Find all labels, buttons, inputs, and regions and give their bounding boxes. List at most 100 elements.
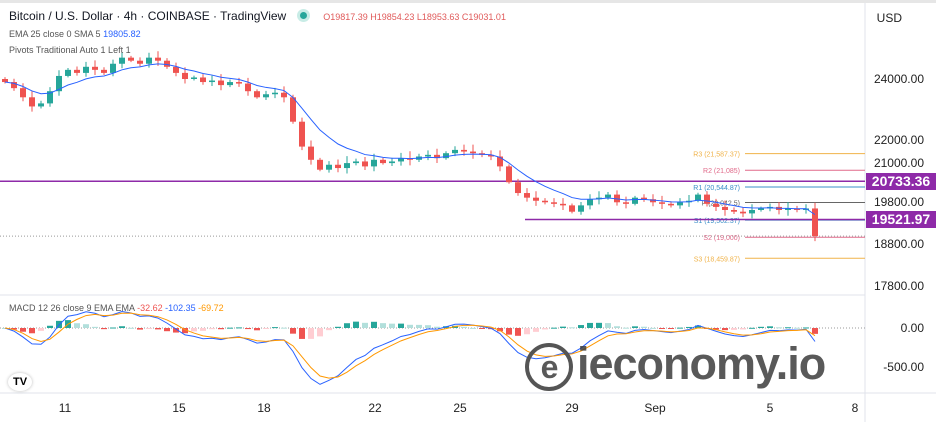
macd-histogram-bar (155, 328, 161, 330)
watermark-text: ieconomy.io (577, 338, 826, 389)
macd-histogram-bar (83, 324, 89, 328)
macd-histogram-bar (470, 327, 476, 329)
macd-histogram-bar (209, 328, 215, 330)
price-tick: 21000.00 (873, 156, 924, 170)
time-tick: 15 (172, 401, 186, 415)
candle-body (425, 154, 431, 157)
ema-legend[interactable]: EMA 25 close 0 SMA 5 19805.82 (9, 29, 141, 39)
macd-histogram-bar (740, 328, 746, 330)
candle-body (533, 197, 539, 201)
macd-histogram-bar (272, 327, 278, 329)
macd-line-value: -102.35 (165, 303, 196, 313)
macd-histogram-bar (560, 326, 566, 328)
candle-body (326, 164, 332, 170)
candle-body (308, 146, 314, 160)
candle-body (209, 80, 215, 83)
currency-label[interactable]: USD (876, 11, 902, 25)
time-tick: 22 (368, 401, 382, 415)
macd-histogram-bar (182, 328, 188, 334)
candle-body (695, 194, 701, 201)
candle-body (551, 202, 557, 204)
macd-histogram-bar (191, 328, 197, 332)
chart-header: Bitcoin / U.S. Dollar · 4h · COINBASE · … (9, 9, 506, 23)
pivot-label-R2: R2 (21,085) (703, 168, 740, 175)
candle-body (677, 202, 683, 206)
candle-body (812, 208, 818, 237)
candle-body (191, 77, 197, 79)
macd-histogram-bar (74, 323, 80, 328)
ema-value: 19805.82 (103, 29, 141, 39)
macd-histogram-bar (425, 325, 431, 328)
macd-label: MACD 12 26 close 9 EMA EMA (9, 303, 135, 313)
macd-histogram-bar (110, 327, 116, 329)
macd-histogram-bar (713, 328, 719, 330)
time-tick: 25 (453, 401, 467, 415)
candle-body (641, 197, 647, 200)
time-tick: 29 (565, 401, 579, 415)
macd-histogram-bar (569, 327, 575, 329)
macd-histogram-bar (398, 323, 404, 328)
macd-histogram-bar (128, 327, 134, 329)
macd-histogram-bar (668, 328, 674, 329)
macd-histogram-bar (290, 328, 296, 334)
price-tick: 22000.00 (873, 133, 924, 147)
time-tick: Sep (644, 401, 666, 415)
macd-histogram-bar (686, 326, 692, 328)
macd-histogram-bar (263, 328, 269, 329)
pivot-label-S3: S3 (18,459.87) (694, 256, 740, 263)
candle-body (182, 72, 188, 79)
candle-body (92, 66, 98, 70)
macd-histogram-bar (767, 326, 773, 328)
macd-histogram-bar (803, 327, 809, 329)
macd-histogram-bar (650, 327, 656, 329)
level-price-tag[interactable]: 20733.36 (866, 173, 936, 191)
macd-histogram-bar (659, 328, 665, 329)
price-tick: 19800.00 (873, 195, 924, 209)
candle-body (380, 159, 386, 164)
candle-body (650, 199, 656, 203)
candle-body (506, 166, 512, 183)
macd-histogram-bar (785, 327, 791, 329)
macd-histogram-bar (389, 323, 395, 328)
macd-histogram-bar (524, 328, 530, 335)
macd-histogram-bar (812, 328, 818, 334)
ema-label: EMA 25 close 0 SMA 5 (9, 29, 101, 39)
candle-body (281, 92, 287, 98)
macd-signal-line (4, 312, 816, 379)
macd-histogram-bar (551, 327, 557, 329)
price-tick: 24000.00 (873, 72, 924, 86)
macd-histogram-bar (344, 323, 350, 328)
macd-histogram-bar (38, 328, 44, 331)
macd-histogram-bar (20, 328, 26, 332)
macd-histogram-bar (416, 324, 422, 328)
macd-histogram-bar (434, 326, 440, 328)
macd-histogram-bar (281, 327, 287, 329)
candle-body (632, 197, 638, 204)
level-price-tag[interactable]: 19521.97 (866, 211, 936, 229)
candle-body (137, 60, 143, 64)
candle-body (164, 60, 170, 67)
close-value: C19031.01 (461, 12, 506, 22)
candle-body (659, 202, 665, 204)
candle-body (740, 211, 746, 214)
macd-histogram-bar (497, 328, 503, 332)
macd-legend[interactable]: MACD 12 26 close 9 EMA EMA -32.62 -102.3… (9, 303, 224, 313)
pivots-legend[interactable]: Pivots Traditional Auto 1 Left 1 (9, 45, 131, 55)
macd-histogram-bar (200, 328, 206, 331)
symbol-title[interactable]: Bitcoin / U.S. Dollar · 4h · COINBASE · … (9, 9, 287, 23)
macd-histogram-bar (308, 328, 314, 339)
macd-histogram-bar (380, 323, 386, 328)
candle-body (101, 69, 107, 73)
candle-body (119, 57, 125, 64)
chart-canvas[interactable]: R3 (21,587.37) R2 (21,085) R1 (20,544.87) P… (0, 3, 936, 422)
macd-histogram-bar (596, 322, 602, 328)
candle-body (515, 182, 521, 194)
time-tick: 5 (766, 401, 774, 415)
macd-histogram-bar (173, 328, 179, 333)
candle-body (488, 154, 494, 157)
macd-histogram-bar (623, 327, 629, 329)
macd-histogram-bar (29, 328, 35, 334)
candle-body (263, 94, 269, 98)
candle-body (335, 164, 341, 169)
low-value: L18953.63 (416, 12, 460, 22)
